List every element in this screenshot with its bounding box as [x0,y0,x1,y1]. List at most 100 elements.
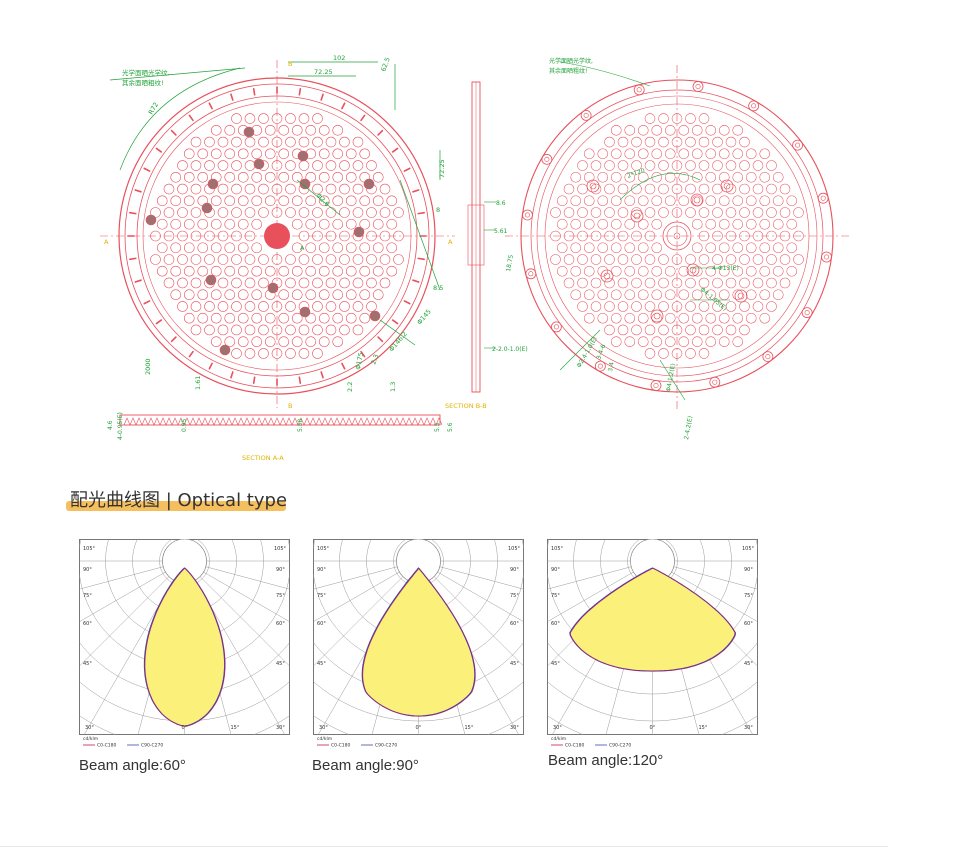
angle-label-right: 60° [276,621,285,627]
dim-2-3: 2.3 [369,353,380,365]
bottom-dim-4-0-95: 4-0.95(E) [117,412,124,440]
angle-label-right: 75° [510,593,519,599]
angle-label-right: 60° [744,621,753,627]
angle-label-right: 75° [276,593,285,599]
beam-angle-caption-60: Beam angle:60° [79,757,186,774]
legend-c90: C90-C270 [141,743,163,749]
unit-label: cd/klm [83,736,98,742]
light-distribution-curve-c0 [144,567,226,727]
angle-label-bottom: 15° [699,725,708,731]
polar-chart-90: 105° 105° 90° 90° 75° 75° 60° 60° 45° 45° 30° 0° 15°… [313,539,524,749]
bottom-dim-5-6: 5.6 [447,422,454,432]
legend-c0: C0-C180 [331,743,350,749]
dim-phi-145: Φ145 [415,308,432,327]
back-dim-3-4-6: 3-4-6 [595,343,607,360]
side-section-view: 8.6 5.61 2-2.0-1.0(E) SECTION B-B [445,81,528,410]
dim-phi-175: Φ175 [354,352,365,371]
angle-label-right: 60° [510,621,519,627]
bottom-section-view: 4.6 4-0.95(E) 0.95 5.58 5.5 5.6 SECTION … [107,412,454,462]
angle-label-tr: 105° [274,546,287,552]
optical-type-heading: 配光曲线图 | Optical type [66,486,288,512]
legend-c90: C90-C270 [375,743,397,749]
angle-label-tl: 105° [317,546,330,552]
angle-label-left: 90° [83,567,92,573]
angle-label-left: 60° [551,621,560,627]
angle-label-bottom: 30° [276,725,285,731]
back-dim-phi4-1-2: Φ4-1.2(E) [665,363,677,393]
technical-drawings: 光学面晒光学纹, 其余面晒粗纹! 102 72.25 62.5 72.25 R7… [100,54,850,462]
back-mount-bosses [522,81,832,391]
dim-72-25: 72.25 [314,68,333,76]
bottom-dim-5-5: 5.5 [434,422,441,432]
angle-label-right: 45° [276,661,285,667]
back-view-drawing: 光学面晒光学纹, 其余面晒粗纹! 2*120 4-Φ13(E) Φ4-1.05(… [505,57,850,440]
marker-b-bottom: B [288,402,292,410]
front-lens-holes [145,113,404,359]
dim-102: 102 [333,54,345,62]
angle-label-left: 45° [317,661,326,667]
angle-label-bottom: 30° [553,725,562,731]
angle-label-left: 60° [83,621,92,627]
side-dim-2: 2-2.0-1.0(E) [492,346,528,353]
angle-label-right: 90° [744,567,753,573]
front-note-line-2: 其余面晒粗纹! [122,78,164,87]
back-dim-18-75: 18.75 [505,254,515,272]
dim-phi-146: Φ146.2 [387,330,408,353]
angle-label-bottom: 0° [650,725,656,731]
dim-r72: R72 [147,101,160,116]
angle-label-left: 45° [551,661,560,667]
bottom-dim-5-58: 5.58 [297,418,304,432]
angle-label-right: 45° [510,661,519,667]
side-dim-8-6: 8.6 [496,200,506,207]
section-a-a-label: SECTION A-A [242,454,284,462]
angle-label-bottom: 15° [465,725,474,731]
dim-1-61: 1.61 [194,376,202,390]
angle-label-left: 90° [317,567,326,573]
marker-a-right: A [448,238,453,246]
section-b-b-label: SECTION B-B [445,402,487,410]
back-dim-2-4-2: 2-4.2(E) [683,415,694,440]
angle-label-bottom: 0° [416,725,422,731]
angle-label-tl: 105° [83,546,96,552]
angle-label-bottom: 15° [231,725,240,731]
back-note-line-1: 光学面晒光学纹, [549,57,593,65]
beam-angle-caption-90: Beam angle:90° [312,757,419,774]
angle-label-tr: 105° [742,546,755,552]
polar-chart-120: 105° 105° 90° 90° 75° 75° 60° 60° 45° 45° 30° 0° 15°… [547,539,758,749]
dim-8: 8 [436,206,440,214]
bottom-dim-0-95: 0.95 [181,418,188,432]
dim-2000: 2000 [144,358,152,375]
marker-a-left: A [104,238,109,246]
legend-c0: C0-C180 [565,743,584,749]
dim-72-25-v: 72.25 [438,159,446,178]
angle-label-bottom: 30° [319,725,328,731]
legend-c90: C90-C270 [609,743,631,749]
angle-label-right: 90° [510,567,519,573]
marker-b-top: B [288,60,292,68]
angle-label-right: 45° [744,661,753,667]
front-view-drawing: 光学面晒光学纹, 其余面晒粗纹! 102 72.25 62.5 72.25 R7… [100,54,455,410]
angle-label-bottom: 30° [85,725,94,731]
dim-a-label: A [300,244,305,252]
unit-label: cd/klm [551,736,566,742]
front-note-line-1: 光学面晒光学纹, [122,68,170,77]
light-distribution-curve-c0 [362,567,476,717]
back-dim-3-4: 3.4 [607,362,616,373]
back-note-line-2: 其余面晒粗纹! [549,67,587,75]
title-highlight [66,501,286,511]
angle-label-left: 45° [83,661,92,667]
angle-label-tr: 105° [508,546,521,552]
angle-label-left: 60° [317,621,326,627]
back-dim-phi4: Φ4-1.05(E) [699,286,728,312]
beam-angle-caption-120: Beam angle:120° [548,752,664,769]
bottom-dim-4-6: 4.6 [107,420,114,430]
front-ring-slots [127,86,427,386]
section-title-text: 配光曲线图 | Optical type [70,490,288,511]
front-dimension-labels: 光学面晒光学纹, 其余面晒粗纹! 102 72.25 62.5 72.25 R7… [122,54,446,392]
dim-1-3: 1.3 [389,382,397,392]
unit-label: cd/klm [317,736,332,742]
dim-62-5: 62.5 [379,56,391,72]
angle-label-left: 75° [83,593,92,599]
legend-c0: C0-C180 [97,743,116,749]
angle-label-bottom: 0° [182,725,188,731]
